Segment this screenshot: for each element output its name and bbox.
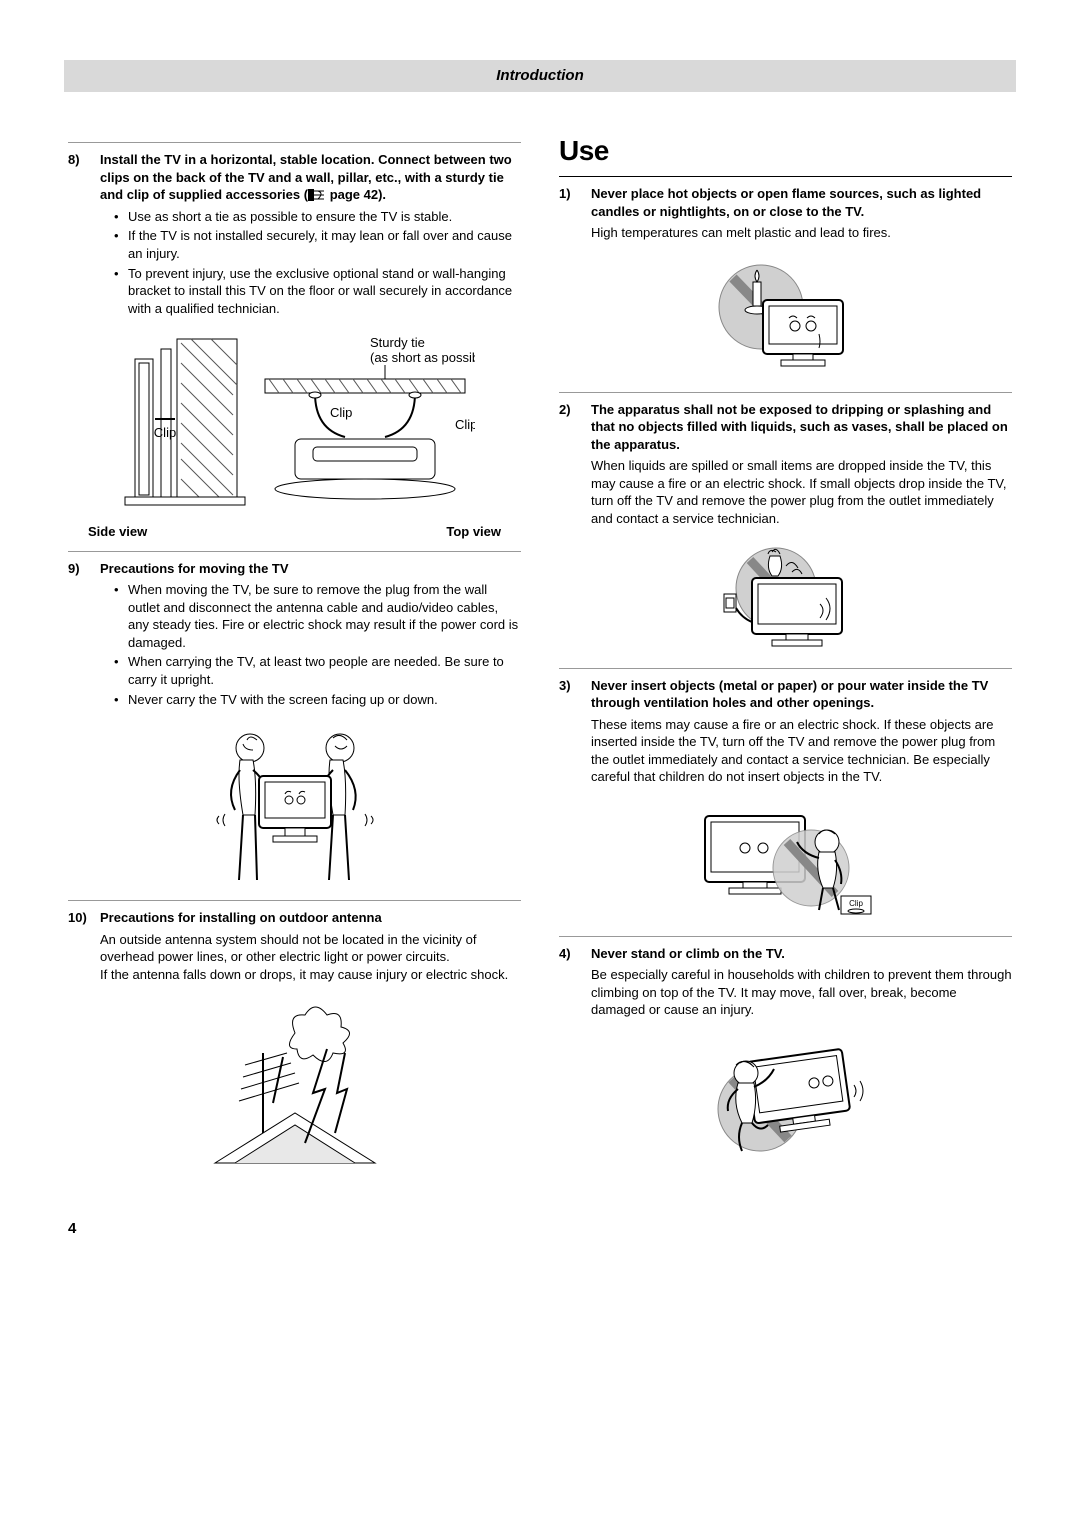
caption-side-view: Side view (88, 523, 147, 541)
item-title: Never place hot objects or open flame so… (591, 186, 981, 219)
list-item-9: 9) Precautions for moving the TV When mo… (68, 560, 521, 710)
label-clip-top: Clip (330, 405, 352, 420)
list-item-r1: 1) Never place hot objects or open flame… (559, 185, 1012, 242)
item-number: 10) (68, 909, 90, 983)
page-number: 4 (68, 1219, 1012, 1239)
figure-no-liquid (559, 538, 1012, 658)
item-description: When liquids are spilled or small items … (591, 457, 1012, 527)
item-title: Never stand or climb on the TV. (591, 946, 785, 961)
label-sturdy-tie: Sturdy tie (370, 335, 425, 350)
item-title: Never insert objects (metal or paper) or… (591, 678, 988, 711)
item-description: High temperatures can melt plastic and l… (591, 224, 1012, 242)
item-title: Precautions for moving the TV (100, 561, 289, 576)
section-header: Introduction (64, 60, 1016, 92)
no-insert-svg: Clip (691, 796, 881, 926)
item-body: Never place hot objects or open flame so… (591, 185, 1012, 242)
item-body: Never insert objects (metal or paper) or… (591, 677, 1012, 786)
use-section-title: Use (559, 132, 1012, 170)
item-body: The apparatus shall not be exposed to dr… (591, 401, 1012, 528)
item-body: Never stand or climb on the TV. Be espec… (591, 945, 1012, 1019)
bullet-list: When moving the TV, be sure to remove th… (100, 581, 521, 708)
item-number: 9) (68, 560, 90, 710)
label-clip-box: Clip (849, 899, 863, 908)
divider (559, 668, 1012, 669)
figure-no-flame (559, 252, 1012, 382)
label-clip: Clip (153, 425, 175, 440)
label-as-short: (as short as possible) (370, 350, 475, 365)
divider (559, 392, 1012, 393)
item-description: Be especially careful in households with… (591, 966, 1012, 1019)
carry-tv-svg (195, 720, 395, 890)
list-item: When moving the TV, be sure to remove th… (114, 581, 521, 651)
figure-no-climb (559, 1029, 1012, 1169)
list-item-r2: 2) The apparatus shall not be exposed to… (559, 401, 1012, 528)
item-number: 2) (559, 401, 581, 528)
item-description: An outside antenna system should not be … (100, 931, 521, 984)
item-body: Precautions for moving the TV When movin… (100, 560, 521, 710)
list-item-8: 8) Install the TV in a horizontal, stabl… (68, 151, 521, 319)
two-column-layout: 8) Install the TV in a horizontal, stabl… (68, 132, 1012, 1189)
left-column: 8) Install the TV in a horizontal, stabl… (68, 132, 521, 1189)
list-item-r3: 3) Never insert objects (metal or paper)… (559, 677, 1012, 786)
item-body: Install the TV in a horizontal, stable l… (100, 151, 521, 319)
label-clip-right: Clip (455, 417, 475, 432)
item-body: Precautions for installing on outdoor an… (100, 909, 521, 983)
install-diagram-svg: Clip Sturdy tie (as short as possible) (115, 329, 475, 519)
divider (559, 936, 1012, 937)
no-liquid-svg (706, 538, 866, 658)
item-number: 3) (559, 677, 581, 786)
list-item: If the TV is not installed securely, it … (114, 227, 521, 262)
figure-two-people-carry (68, 720, 521, 890)
item-title: Precautions for installing on outdoor an… (100, 910, 382, 925)
list-item-r4: 4) Never stand or climb on the TV. Be es… (559, 945, 1012, 1019)
item-number: 1) (559, 185, 581, 242)
bullet-list: Use as short a tie as possible to ensure… (100, 208, 521, 317)
list-item: Use as short a tie as possible to ensure… (114, 208, 521, 226)
no-climb-svg (696, 1029, 876, 1169)
list-item: When carrying the TV, at least two peopl… (114, 653, 521, 688)
right-column: Use 1) Never place hot objects or open f… (559, 132, 1012, 1189)
caption-top-view: Top view (446, 523, 501, 541)
figure-install-tie: Clip Sturdy tie (as short as possible) (68, 329, 521, 541)
list-item: To prevent injury, use the exclusive opt… (114, 265, 521, 318)
divider (68, 900, 521, 901)
divider (68, 551, 521, 552)
no-flame-svg (711, 252, 861, 382)
figure-antenna (68, 993, 521, 1183)
page-ref-icon (308, 189, 326, 201)
page-root: Introduction 8) Install the TV in a hori… (0, 0, 1080, 1280)
divider (559, 176, 1012, 177)
antenna-svg (195, 993, 395, 1183)
divider (68, 142, 521, 143)
item-number: 4) (559, 945, 581, 1019)
item-title: Install the TV in a horizontal, stable l… (100, 152, 512, 202)
item-title: The apparatus shall not be exposed to dr… (591, 402, 1008, 452)
figure-captions: Side view Top view (88, 523, 501, 541)
figure-no-insert: Clip (559, 796, 1012, 926)
item-description: These items may cause a fire or an elect… (591, 716, 1012, 786)
item-number: 8) (68, 151, 90, 319)
list-item-10: 10) Precautions for installing on outdoo… (68, 909, 521, 983)
list-item: Never carry the TV with the screen facin… (114, 691, 521, 709)
